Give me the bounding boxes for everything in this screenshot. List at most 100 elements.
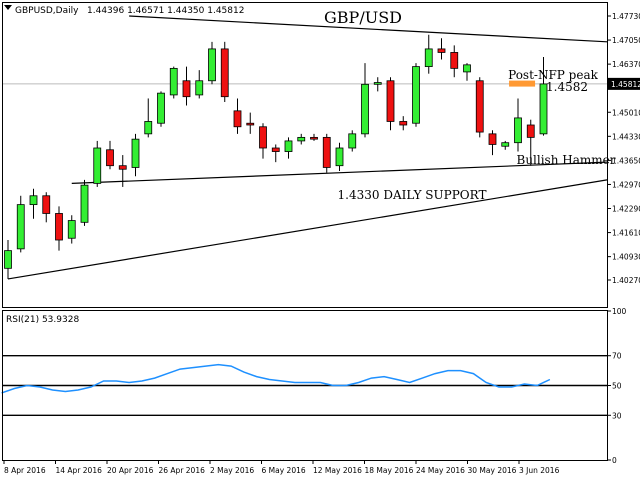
- candle-body: [42, 195, 51, 214]
- trendline-3: [7, 179, 608, 280]
- rsi-tick-label: 30: [612, 411, 622, 420]
- ohlc-readout: 1.44396 1.46571 1.44350 1.45812: [87, 6, 244, 16]
- chart-title: GBP/USD: [324, 8, 402, 27]
- candle-body: [322, 136, 331, 168]
- candle: [233, 98, 242, 134]
- candle-body: [259, 126, 267, 149]
- date-tick-label: 6 May 2016: [262, 466, 306, 475]
- date-tick-label: 12 May 2016: [313, 466, 362, 475]
- candle-body: [144, 121, 153, 135]
- candle-body: [208, 48, 216, 82]
- support-annotation: 1.4330 DAILY SUPPORT: [338, 188, 487, 202]
- candle-body: [373, 82, 382, 85]
- candle-body: [501, 142, 510, 147]
- candle-body: [29, 195, 38, 206]
- candle: [539, 57, 548, 136]
- candle-body: [297, 136, 306, 142]
- candle-body: [93, 147, 102, 184]
- candle: [437, 38, 446, 60]
- candle-body: [412, 66, 420, 124]
- candle-body: [220, 48, 229, 98]
- candle: [412, 63, 420, 127]
- candle: [42, 192, 51, 223]
- nfp-peak-marker: [509, 80, 536, 87]
- candle: [220, 41, 229, 102]
- candle: [463, 63, 471, 81]
- candle: [55, 206, 63, 251]
- candle-body: [106, 149, 114, 167]
- price-tick-label: 1.42290: [612, 205, 640, 214]
- candle-body: [80, 184, 89, 223]
- candle: [501, 140, 510, 150]
- date-tick-label: 3 Jun 2016: [519, 466, 560, 475]
- candle-body: [514, 117, 522, 144]
- date-tick-label: 8 Apr 2016: [4, 466, 46, 475]
- rsi-tick-label: 50: [612, 382, 622, 391]
- candle: [475, 77, 484, 138]
- candle-body: [284, 140, 293, 152]
- candle-body: [131, 138, 140, 168]
- price-axis: 1.47730 1.47050 1.46370 1.45812 1.45010 1.443…: [607, 12, 640, 285]
- candle: [16, 195, 25, 253]
- candle-body: [246, 122, 255, 126]
- rsi-panel-frame: [2, 310, 608, 461]
- price-tick-label: 1.41610: [612, 229, 640, 238]
- trendline-1: [129, 15, 608, 43]
- rsi-panel: 100 70 50 30 0: [1, 307, 627, 465]
- candle: [208, 41, 216, 85]
- candle: [29, 188, 38, 219]
- date-tick-label: 26 Apr 2016: [159, 466, 206, 475]
- symbol-label: GBPUSD,Daily: [15, 6, 79, 16]
- candle-body: [233, 110, 242, 128]
- rsi-label: RSI(21) 53.9328: [6, 315, 79, 325]
- candle: [373, 77, 382, 92]
- price-tick-label: 1.47050: [612, 36, 640, 45]
- date-tick-label: 18 May 2016: [365, 466, 414, 475]
- candle: [399, 116, 408, 131]
- candle-body: [335, 147, 344, 167]
- candle-body: [437, 48, 446, 53]
- candle: [67, 215, 76, 244]
- candle-body: [348, 133, 357, 149]
- candle: [297, 133, 306, 145]
- price-tick-label: 1.40930: [612, 253, 640, 262]
- candle-body: [310, 136, 318, 140]
- candle-body: [195, 80, 204, 96]
- nfp-annotation-line2: 1.4582: [546, 80, 588, 94]
- candle-body: [67, 220, 76, 239]
- price-tick-label: 1.47730: [612, 12, 640, 21]
- candle-body: [361, 83, 369, 135]
- candle-body: [539, 83, 548, 135]
- candle: [450, 45, 459, 78]
- candle: [271, 144, 280, 163]
- candle-body: [475, 80, 484, 133]
- candle: [284, 137, 293, 159]
- candle: [348, 130, 357, 152]
- date-tick-label: 30 May 2016: [468, 466, 517, 475]
- price-tick-label: 1.44330: [612, 132, 640, 141]
- candle: [424, 34, 433, 74]
- candle-body: [182, 80, 191, 98]
- price-tick-label: 1.42970: [612, 180, 640, 189]
- candle: [259, 123, 267, 159]
- candle: [322, 133, 331, 173]
- price-tick-label: 1.43650: [612, 156, 640, 165]
- candle-body: [271, 147, 280, 152]
- rsi-line: [1, 363, 551, 394]
- candle: [526, 119, 535, 166]
- main-panel-frame: [2, 2, 608, 308]
- candle: [335, 142, 344, 172]
- current-price-label: 1.45812: [611, 80, 640, 89]
- candle-body: [463, 64, 471, 73]
- candle-body: [118, 165, 127, 170]
- candle: [361, 63, 369, 138]
- candle-body: [450, 52, 459, 69]
- rsi-tick-label: 70: [612, 352, 622, 361]
- trendlines: [3, 15, 608, 280]
- date-tick-label: 2 May 2016: [210, 466, 254, 475]
- candle: [80, 179, 89, 226]
- date-tick-label: 20 Apr 2016: [107, 466, 154, 475]
- candle: [169, 66, 178, 99]
- candle-body: [55, 213, 63, 241]
- candle: [514, 98, 522, 152]
